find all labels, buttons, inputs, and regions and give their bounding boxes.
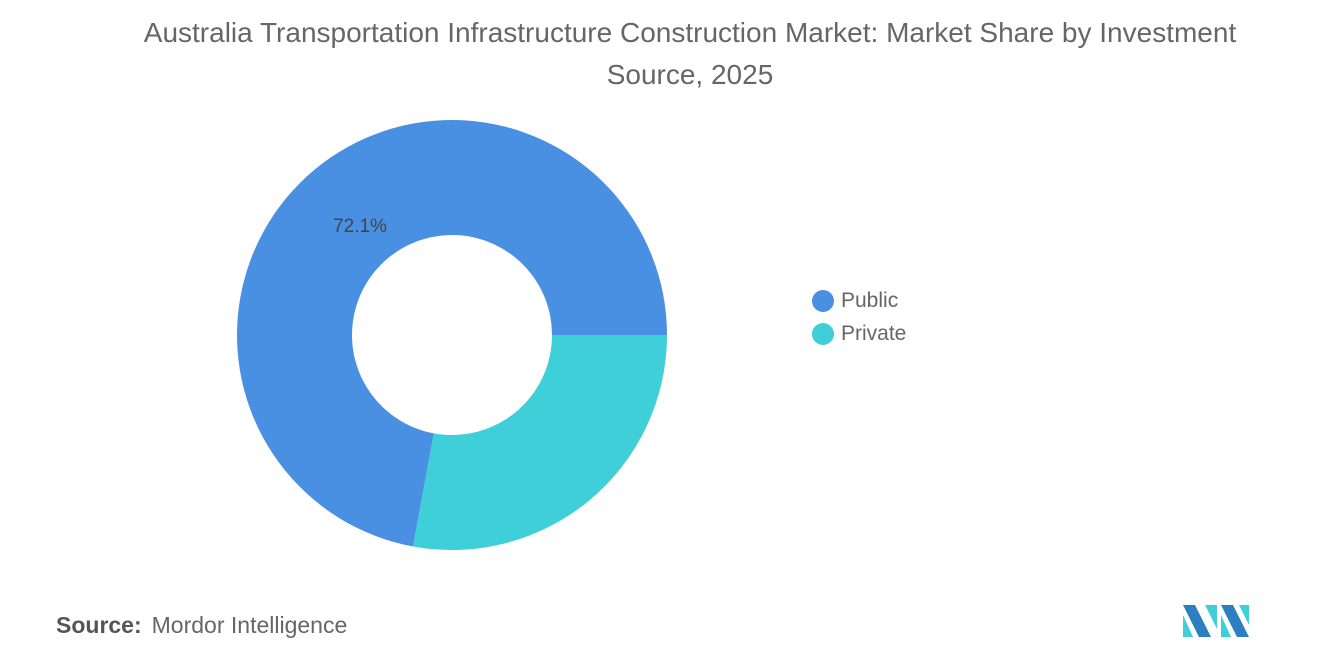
legend-item-public[interactable]: Public (812, 284, 906, 317)
data-label-public: 72.1% (333, 216, 387, 237)
source-text: Mordor Intelligence (151, 612, 348, 638)
source-label: Source: (56, 612, 142, 638)
legend-swatch-private (812, 322, 834, 345)
legend-label-private: Private (841, 321, 907, 345)
donut-slice-private[interactable] (413, 335, 667, 550)
legend-swatch-public (812, 289, 834, 312)
mordor-logo (1183, 605, 1249, 637)
legend-label-public: Public (841, 288, 899, 312)
chart-title: Australia Transportation Infrastructure … (143, 17, 1237, 90)
legend: Public Private (812, 284, 906, 350)
legend-item-private[interactable]: Private (812, 317, 906, 350)
source-note: Source: Mordor Intelligence (56, 612, 347, 639)
donut-slice-public[interactable] (237, 120, 667, 547)
